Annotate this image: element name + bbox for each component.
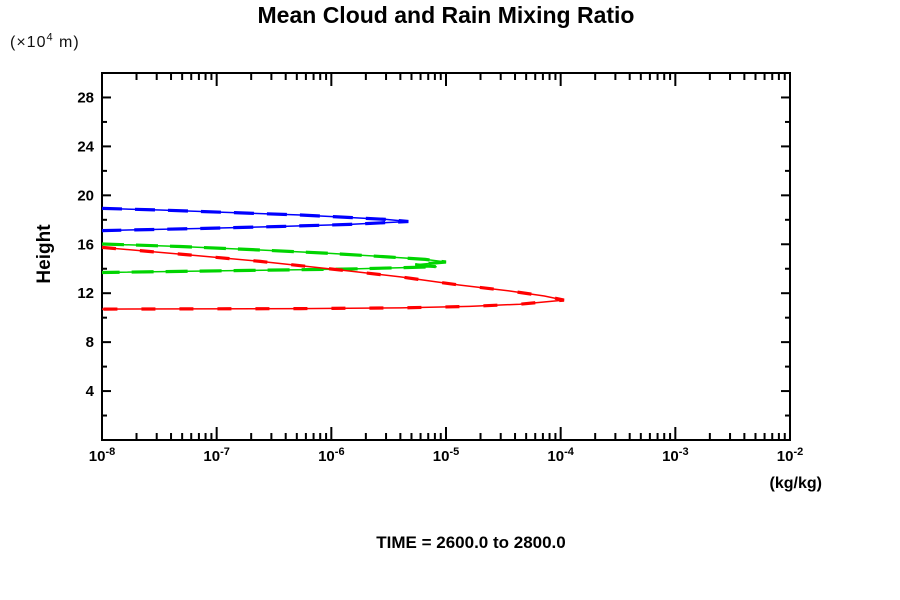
x-axis-unit-label: (kg/kg) — [769, 475, 822, 492]
series-red-thick-segments — [101, 245, 565, 311]
y-tick-label: 4 — [86, 383, 95, 400]
series-green-thick-segments — [101, 242, 447, 275]
x-tick-label: 10-7 — [203, 446, 229, 465]
series-blue-thick-segments — [101, 206, 409, 233]
series-red-line — [101, 246, 565, 310]
time-annotation: TIME = 2600.0 to 2800.0 — [376, 533, 566, 552]
x-axis: 10-8 10-7 10-6 10-5 10-4 10-3 10-2 — [89, 73, 803, 465]
y-tick-label: 12 — [77, 285, 94, 302]
chart-title: Mean Cloud and Rain Mixing Ratio — [257, 2, 635, 28]
x-tick-label: 10-2 — [777, 446, 803, 465]
y-tick-label: 8 — [86, 334, 94, 351]
x-tick-label: 10-3 — [662, 446, 688, 465]
x-tick-label: 10-5 — [433, 446, 459, 465]
y-axis: 4 8 12 16 20 24 28 — [77, 72, 790, 417]
x-tick-label: 10-6 — [318, 446, 344, 465]
y-axis-unit-prefix: (×10 — [10, 34, 47, 51]
y-axis-unit-suffix: m) — [53, 34, 80, 51]
y-tick-label: 28 — [77, 89, 94, 106]
y-axis-title: Height — [34, 224, 55, 284]
y-tick-label: 24 — [77, 138, 94, 155]
y-axis-unit-exponent: 4 — [46, 31, 54, 44]
series-blue-line — [101, 207, 409, 232]
y-axis-unit-label: (×104 m) — [10, 31, 80, 52]
x-tick-label: 10-8 — [89, 446, 115, 465]
y-tick-label: 16 — [77, 236, 94, 253]
x-tick-label: 10-4 — [547, 446, 574, 465]
y-tick-label: 20 — [77, 187, 94, 204]
